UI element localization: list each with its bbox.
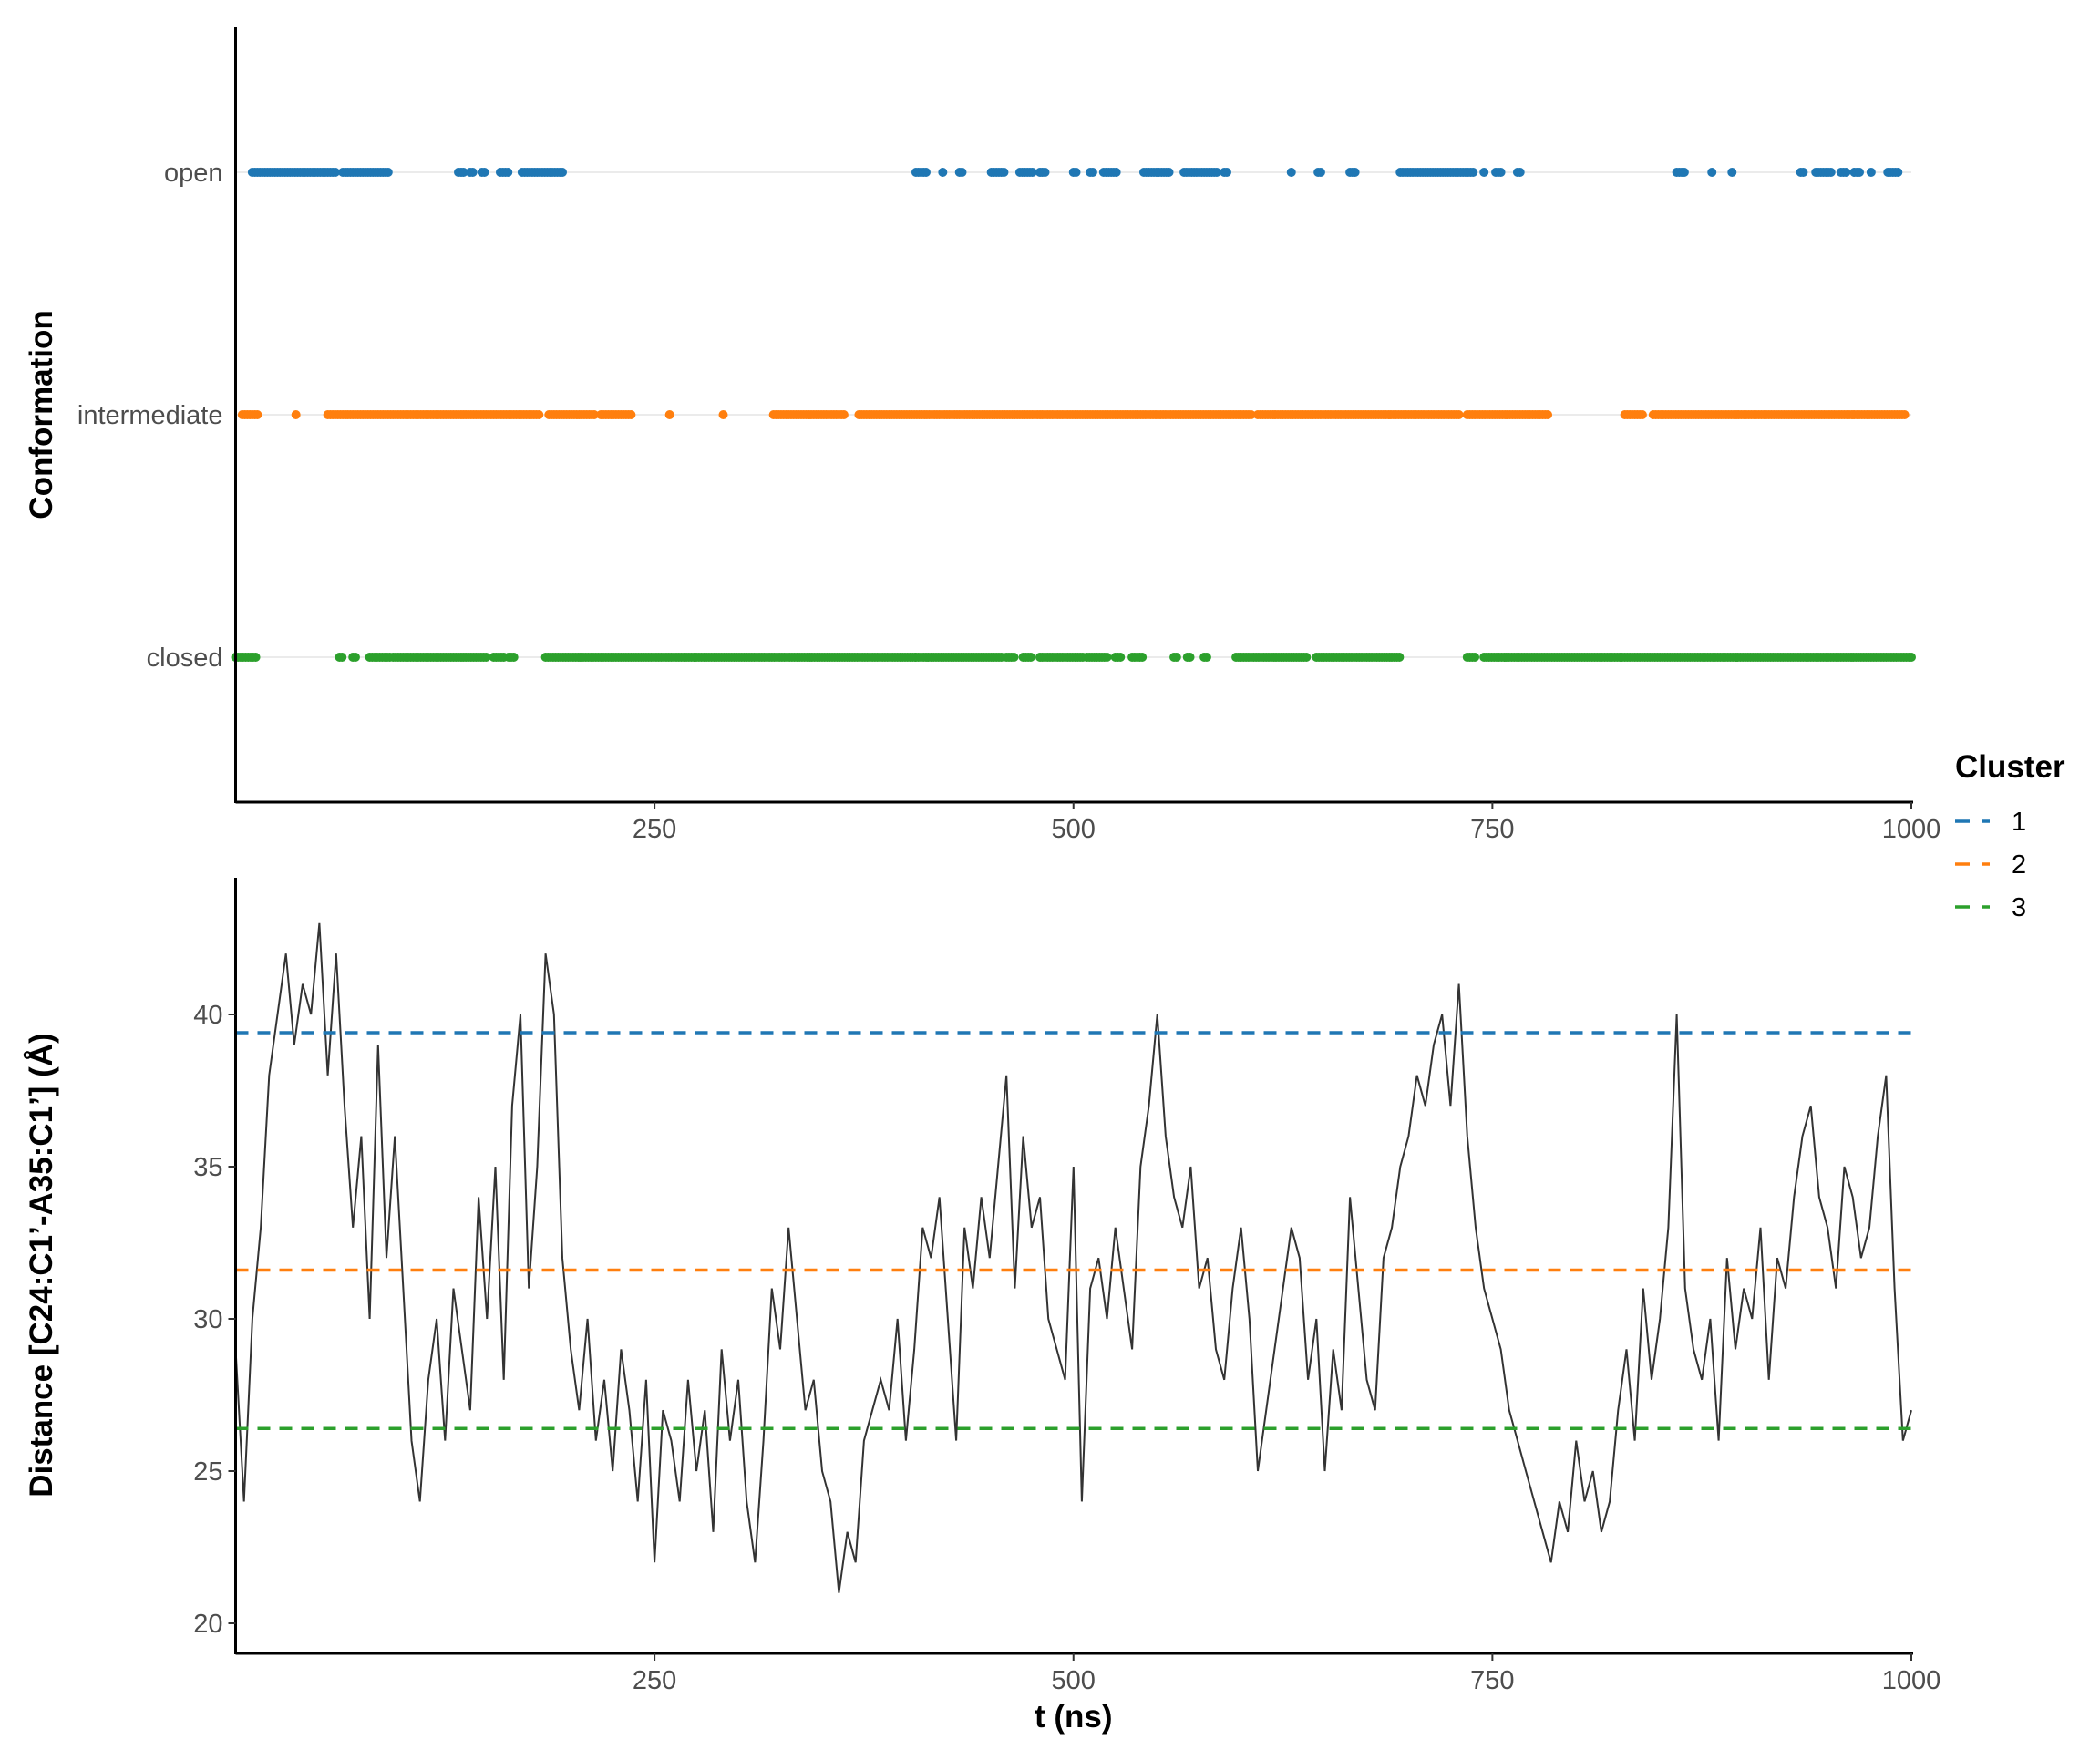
legend-title: Cluster [1955, 749, 2065, 785]
legend-item-3: 3 [1955, 893, 2026, 922]
point [718, 410, 728, 419]
point [1470, 653, 1480, 662]
point [1515, 168, 1525, 177]
point [1211, 168, 1221, 177]
y-tick-label: intermediate [77, 401, 223, 430]
point [1286, 168, 1296, 177]
point [1111, 168, 1121, 177]
point [957, 168, 967, 177]
point [1866, 168, 1876, 177]
distance-panel: 20 25 30 35 40 250 500 750 1000 t (ns) Distance [C… [23, 878, 1940, 1735]
legend-label: 2 [2012, 850, 2026, 880]
legend-item-2: 2 [1955, 850, 2026, 880]
point [1907, 653, 1916, 662]
point [1899, 410, 1910, 419]
point [921, 168, 931, 177]
point [558, 168, 568, 177]
legend-item-1: 1 [1955, 808, 2026, 837]
point [626, 410, 636, 419]
y-tick-label: 30 [193, 1305, 222, 1334]
point [1040, 168, 1050, 177]
point [1479, 168, 1489, 177]
point [999, 168, 1009, 177]
series-open [247, 168, 1903, 177]
y-axis-title: Conformation [24, 310, 59, 519]
series-closed [231, 653, 1916, 662]
point [330, 168, 340, 177]
point [468, 168, 478, 177]
y-tick-label: 35 [193, 1153, 222, 1182]
point [479, 168, 489, 177]
distance-line [234, 922, 1912, 1593]
point [1841, 168, 1851, 177]
point [1315, 168, 1325, 177]
point [1798, 168, 1808, 177]
point [1171, 653, 1181, 662]
legend: Cluster 1 2 3 [1955, 749, 2065, 922]
y-tick-label: 25 [193, 1457, 222, 1487]
y-tick-label: 40 [193, 1001, 222, 1030]
point [337, 653, 347, 662]
point [1071, 168, 1081, 177]
point [1116, 653, 1126, 662]
x-axis-title: t (ns) [1035, 1699, 1113, 1735]
point [509, 653, 519, 662]
y-tick-label: open [164, 159, 223, 188]
conformation-panel: closed intermediate open 250 500 750 1000 Confo… [24, 27, 1940, 844]
point [252, 410, 262, 419]
point [503, 168, 513, 177]
point [938, 168, 948, 177]
y-tick-label: closed [147, 643, 223, 673]
point [1025, 653, 1035, 662]
x-tick-label: 250 [633, 1666, 676, 1695]
legend-label: 1 [2012, 808, 2026, 837]
y-tick-label: 20 [193, 1610, 222, 1639]
point [1893, 168, 1903, 177]
point [534, 410, 544, 419]
point [1102, 653, 1112, 662]
point [1468, 168, 1478, 177]
point [1679, 168, 1689, 177]
x-tick-label: 500 [1052, 1666, 1096, 1695]
point [291, 410, 301, 419]
point [1201, 653, 1211, 662]
point [350, 653, 360, 662]
x-tick-label: 1000 [1882, 815, 1941, 844]
point [1138, 653, 1148, 662]
x-tick-label: 750 [1470, 815, 1514, 844]
point [1350, 168, 1360, 177]
x-tick-label: 500 [1052, 815, 1096, 844]
legend-label: 3 [2012, 893, 2026, 922]
point [1727, 168, 1737, 177]
point [1009, 653, 1019, 662]
point [839, 410, 849, 419]
point [458, 168, 468, 177]
point [1826, 168, 1836, 177]
x-tick-label: 750 [1470, 1666, 1514, 1695]
point [1221, 168, 1231, 177]
x-tick-label: 1000 [1882, 1666, 1941, 1695]
point [1496, 168, 1506, 177]
point [1707, 168, 1717, 177]
point [1395, 653, 1405, 662]
x-tick-label: 250 [633, 815, 676, 844]
point [589, 410, 599, 419]
point [1027, 168, 1037, 177]
point [1855, 168, 1865, 177]
point [1302, 653, 1312, 662]
point [664, 410, 674, 419]
point [1543, 410, 1553, 419]
point [1246, 410, 1256, 419]
point [1185, 653, 1195, 662]
point [251, 653, 261, 662]
point [1454, 410, 1464, 419]
point [1164, 168, 1174, 177]
point [1637, 410, 1647, 419]
point [481, 653, 491, 662]
point [1087, 168, 1097, 177]
y-axis-title: Distance [C24:C1’-A35:C1’] (Å) [23, 1033, 59, 1498]
point [383, 168, 393, 177]
series-intermediate [237, 410, 1910, 419]
